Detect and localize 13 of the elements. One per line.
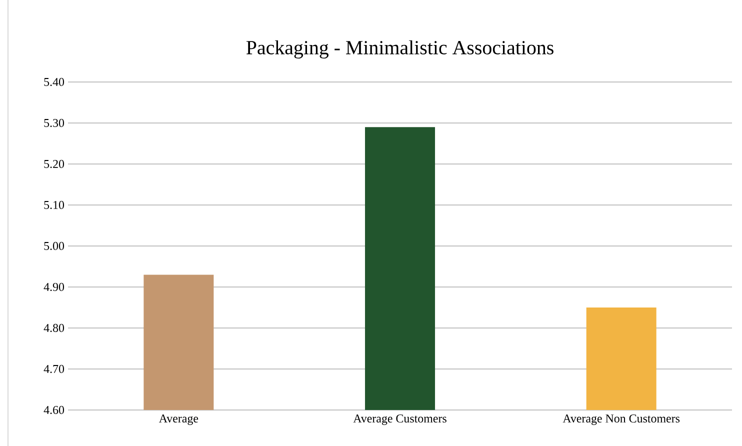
y-tick-label: 4.60 — [44, 406, 64, 414]
y-tick-label: 5.30 — [44, 118, 64, 128]
y-tick-label: 5.00 — [44, 242, 64, 250]
y-tick-label: 5.20 — [44, 160, 64, 168]
x-tick-label: Average — [158, 414, 198, 425]
y-tick-label: 4.90 — [44, 282, 64, 292]
y-tick-label: 4.70 — [44, 364, 64, 374]
y-tick-label: 5.10 — [44, 200, 64, 210]
chart-title: Packaging - Minimalistic Associations — [246, 40, 554, 58]
x-tick-label: Average Customers — [353, 414, 446, 425]
x-tick-label: Average Non Customers — [562, 414, 680, 425]
y-tick-label: 4.80 — [44, 324, 64, 332]
y-tick-label: 5.40 — [44, 78, 64, 86]
